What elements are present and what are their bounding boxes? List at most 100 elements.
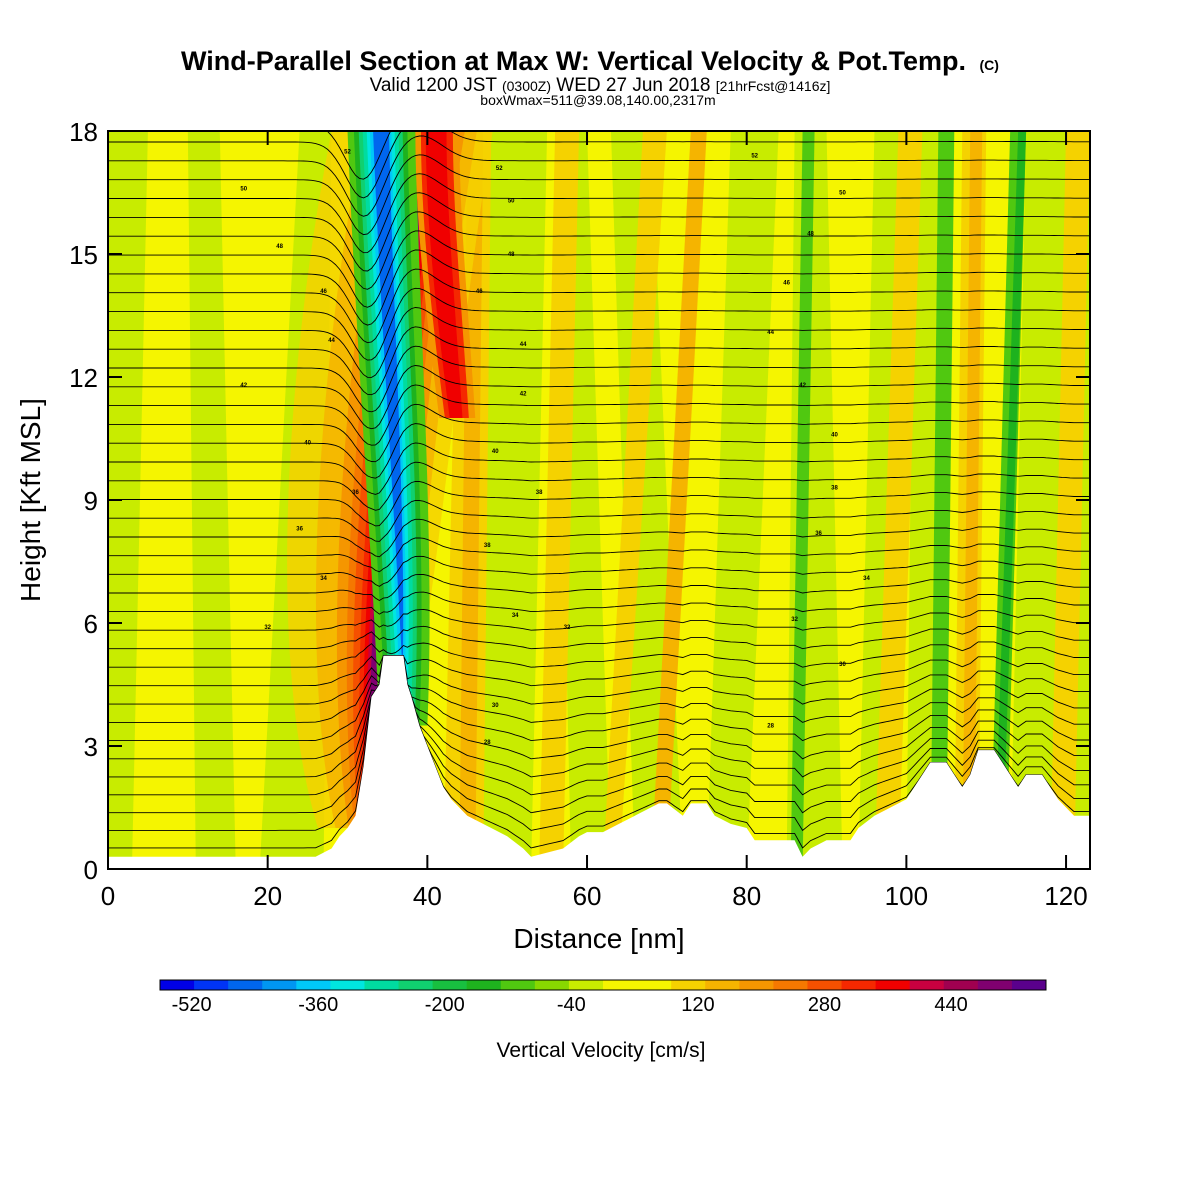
field-band-light-green (706, 131, 779, 869)
theta-contour-line (108, 135, 1090, 217)
colorbar-segment (943, 980, 979, 990)
x-tick-label: 100 (885, 881, 928, 911)
theta-label: 52 (496, 166, 503, 172)
theta-label: 48 (276, 244, 283, 250)
x-tick-label: 20 (253, 881, 282, 911)
theta-contour-line (108, 608, 1090, 631)
field-band-orange (459, 131, 484, 869)
theta-label: 34 (863, 576, 870, 582)
theta-label: 50 (839, 191, 846, 197)
colorbar-segment (466, 980, 502, 990)
theta-contour-line (108, 591, 1090, 615)
theta-label: 36 (815, 531, 822, 537)
y-tick-label: 6 (84, 609, 98, 639)
colorbar-label: Vertical Velocity [cm/s] (497, 1039, 706, 1062)
y-tick-label: 15 (69, 240, 98, 270)
theta-contour-line (108, 655, 1090, 687)
colorbar-segment (739, 980, 774, 990)
colorbar-segment (909, 980, 945, 990)
theta-contour-line (108, 307, 1090, 378)
theta-label: 36 (296, 527, 303, 533)
theta-label: 46 (320, 289, 327, 295)
theta-label: 44 (520, 342, 527, 348)
theta-contour-line (108, 480, 1090, 527)
theta-contour-line (108, 655, 1090, 832)
colorbar-ticks: -520 -360 -200 -40 120 280 440 (172, 994, 968, 1016)
colorbar-segment (637, 980, 672, 990)
theta-contour-line (108, 499, 1090, 542)
theta-contour-line (108, 641, 1090, 668)
colorbar-segment (398, 980, 434, 990)
theta-contour-line (108, 573, 1090, 602)
theta-contour-line (108, 442, 1090, 495)
colorbar-segment (330, 980, 365, 990)
colorbar-segment (807, 980, 843, 990)
subtitle-forecast: [21hrFcst@1416z] (716, 78, 831, 94)
theta-contour-line (108, 287, 1090, 361)
colorbar-tick-label: -40 (557, 994, 586, 1016)
subtitle-zulu: (0300Z) (502, 78, 551, 94)
field-band-light-green (108, 131, 148, 869)
theta-label: 42 (799, 383, 806, 389)
terrain (108, 655, 1090, 869)
chart-title: Wind-Parallel Section at Max W: Vertical… (181, 46, 999, 76)
colorbar-segment (1011, 980, 1047, 990)
x-axis: 0 20 40 60 80 100 120 (101, 131, 1088, 911)
theta-contour-line (108, 211, 1090, 290)
colorbar-segment (773, 980, 808, 990)
theta-contours (108, 131, 1090, 849)
theta-contour-line (108, 173, 1090, 254)
x-tick-label: 120 (1044, 881, 1087, 911)
colorbar-segment (875, 980, 911, 990)
theta-label: 42 (240, 383, 247, 389)
theta-label: 50 (508, 199, 515, 205)
colorbar-tick-label: -520 (172, 994, 212, 1016)
colorbar-segment (262, 980, 297, 990)
theta-contour-line (108, 655, 1090, 705)
theta-contour-line (108, 655, 1090, 760)
theta-contour-line (108, 384, 1090, 446)
colorbar-tick-label: -360 (298, 994, 338, 1016)
theta-label: 30 (839, 662, 846, 668)
colorbar-segment (432, 980, 468, 990)
theta-contour-line (108, 192, 1090, 272)
theta-label: 38 (484, 543, 491, 549)
theta-label: 44 (767, 330, 774, 336)
colorbar-segment (603, 980, 638, 990)
colorbar-frame (159, 979, 1047, 991)
colorbar-tick-label: -200 (425, 994, 465, 1016)
field-band-orange (962, 131, 983, 869)
theta-contour-line (108, 268, 1090, 344)
theta-label: 34 (512, 613, 519, 619)
theta-label: 36 (352, 490, 359, 496)
theta-contour-line (108, 326, 1090, 396)
theta-contour-line (108, 655, 1090, 778)
colorbar-segment (160, 980, 195, 990)
subtitle-valid: Valid 1200 JST (370, 75, 498, 96)
field-band-green (930, 131, 955, 869)
theta-contour-line (108, 423, 1090, 479)
plot-area: 52 50 48 46 44 42 40 36 36 34 32 52 50 48 46 44 42 40 38 38… (108, 131, 1090, 869)
x-axis-label: Distance [nm] (513, 923, 684, 954)
field-band-orange (650, 131, 707, 869)
theta-contour-line (108, 461, 1090, 511)
colorbar-segment (364, 980, 400, 990)
theta-contour-line (108, 365, 1090, 430)
y-tick-label: 18 (69, 117, 98, 147)
chart-subtitle: Valid 1200 JST (0300Z) WED 27 Jun 2018 [… (370, 75, 831, 96)
y-tick-label: 0 (84, 855, 98, 885)
colorbar-tick-label: 120 (681, 994, 714, 1016)
upper-updraft-band (425, 131, 463, 418)
theta-label: 38 (536, 490, 543, 496)
theta-contour-line (108, 518, 1090, 558)
field-band-orange (1050, 131, 1090, 869)
colorbar-segment (977, 980, 1013, 990)
theta-label: 52 (751, 154, 758, 160)
theta-labels: 52 50 48 46 44 42 40 36 36 34 32 52 50 48 46 44 42 40 38 38… (240, 150, 870, 746)
theta-contour-line (108, 655, 1090, 723)
theta-label: 42 (520, 391, 527, 397)
chart-boxline: boxWmax=511@39.08,140.00,2317m (480, 92, 715, 108)
theta-contour-line (108, 655, 1090, 742)
